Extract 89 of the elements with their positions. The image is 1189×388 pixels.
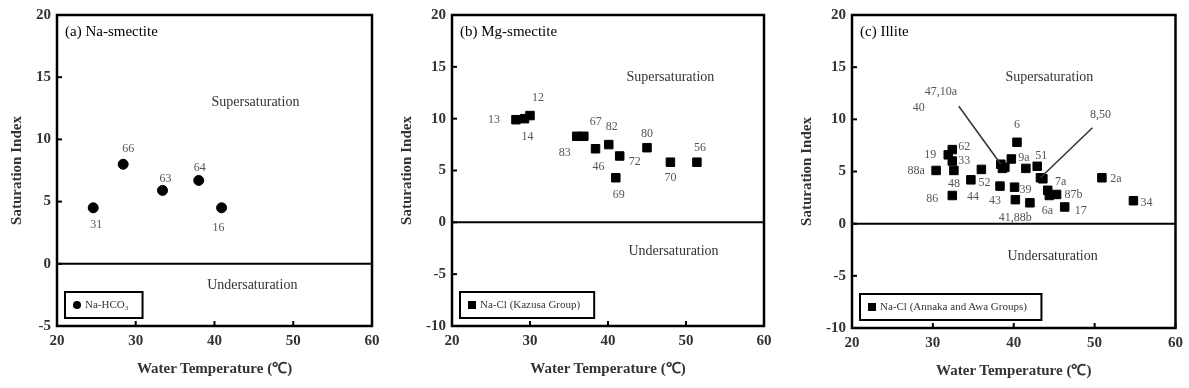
y-tick-label: -10 [426,316,446,333]
annotation: 70 [664,170,677,185]
annotation: Supersaturation [626,68,715,84]
annotation: 14 [521,128,534,143]
y-tick-label: -10 [826,318,846,335]
annotation: Undersaturation [628,243,719,259]
y-axis-title: Saturation Index [397,115,414,225]
y-tick-label: 0 [43,254,51,271]
annotation: 39 [1019,182,1032,197]
annotation: 51 [1035,148,1048,163]
legend-label: Na-Cl (Kazusa Group) [480,297,581,311]
annotation: 9a [1018,149,1031,164]
y-tick-label: 15 [36,68,51,85]
annotation: 6a [1041,202,1054,217]
annotation: 67 [589,114,602,129]
text: (c) Illite [860,22,910,40]
annotation: 8,50 [1089,106,1111,121]
legend-label: Na-HCO₃ [85,297,129,310]
y-tick-label: 15 [831,58,846,75]
x-tick-label: 30 [522,331,538,348]
annotation: 88a [907,162,926,177]
x-tick-label: 50 [1087,333,1103,350]
annotation: 44 [966,189,979,203]
x-axis-title: Water Temperature (℃) [530,359,686,377]
annotation: 52 [978,174,991,189]
y-tick-label: 5 [838,162,846,179]
annotation: Supersaturation [1005,69,1094,85]
y-tick-label: 20 [831,5,846,22]
annotation: 43 [989,193,1001,208]
annotation: 33 [958,153,971,168]
annotation: 56 [693,140,706,155]
x-tick-label: 30 [925,333,941,350]
x-tick-label: 60 [1168,333,1183,350]
annotation: 80 [641,125,653,140]
x-tick-label: 50 [285,331,301,348]
y-tick-label: 15 [431,57,446,74]
annotation: 72 [628,154,641,169]
x-axis-title: Water Temperature (℃) [136,359,293,377]
x-axis-title: Water Temperature (℃) [936,361,1092,379]
annotation: 69 [612,186,625,201]
y-tick-label: 5 [43,192,51,209]
x-tick-label: 30 [128,331,144,348]
y-tick-label: 5 [438,161,446,178]
y-tick-label: 0 [438,213,446,230]
annotation: Supersaturation [211,93,300,109]
annotation: 63 [159,170,172,185]
x-tick-label: 50 [678,331,694,348]
annotation: 87b [1064,186,1083,201]
annotation: 6 [1013,117,1020,132]
y-tick-label: 10 [831,110,846,127]
annotation: 47,10a 40 [912,84,958,115]
annotation: 7a [1055,174,1068,189]
x-tick-label: 60 [756,331,772,348]
x-tick-label: 40 [1006,333,1022,350]
x-tick-label: 40 [600,331,616,348]
annotation: 13 [487,111,500,126]
annotation: 19 [924,146,937,161]
y-axis-title: Saturation Index [797,116,814,226]
y-axis-title: Saturation Index [7,115,24,225]
y-tick-label: 10 [36,130,51,147]
annotation: 31 [90,216,103,231]
annotation: 41,88b [998,209,1032,224]
x-tick-label: 60 [364,331,380,348]
y-tick-label: -5 [833,266,846,283]
x-tick-label: 40 [207,331,222,348]
annotation: 64 [193,159,206,174]
annotation: 46 [592,158,605,173]
legend-label: Na-Cl (Annaka and Awa Groups) [880,299,1028,313]
annotation: 83 [558,145,571,160]
y-tick-label: 0 [838,214,846,231]
annotation: 82 [605,118,618,133]
y-tick-label: 20 [36,5,51,22]
annotation: 62 [958,138,971,153]
annotation: 17 [1074,203,1087,218]
text: (b) Mg-smectite [460,22,558,40]
y-tick-label: 20 [431,5,446,22]
y-tick-label: -5 [38,316,51,333]
y-tick-label: -5 [433,265,446,282]
annotation: 16 [212,219,225,234]
annotation: 2a [1110,170,1123,185]
annotation: 86 [926,190,939,205]
annotation: 34 [1140,194,1153,209]
annotation: Undersaturation [207,277,298,293]
y-tick-label: 10 [431,109,446,126]
annotation: 12 [532,89,544,104]
annotation: 66 [122,141,135,156]
annotation: Undersaturation [1007,247,1098,263]
text: (a) Na-smectite [65,22,159,40]
annotation: 48 [947,175,960,190]
